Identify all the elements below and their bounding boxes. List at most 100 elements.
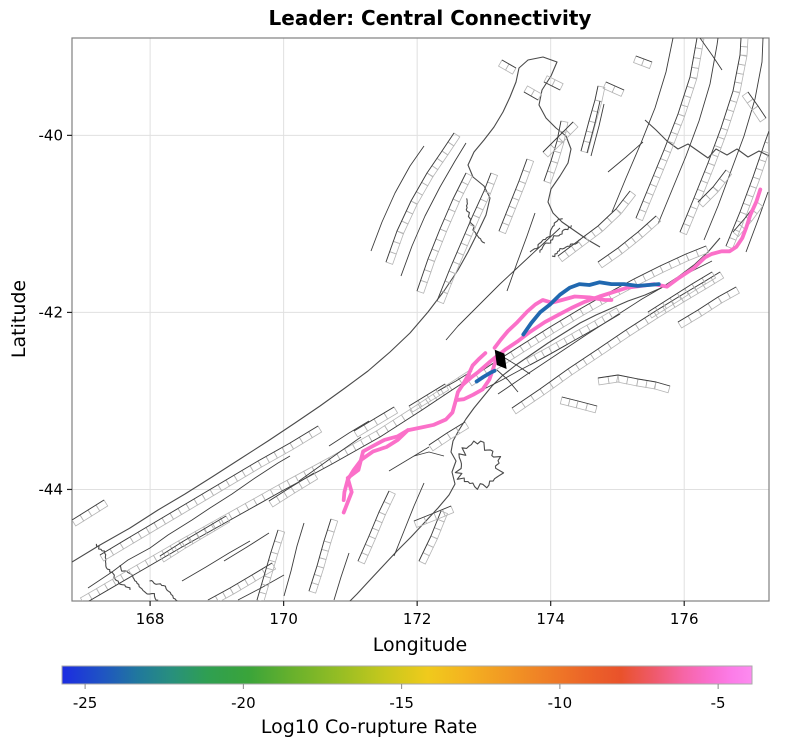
coastline: [644, 119, 769, 159]
fault-ribbon: [580, 85, 606, 154]
fault-trace: [159, 515, 227, 557]
coastline: [465, 198, 486, 244]
fault-trace: [501, 59, 517, 69]
fault-trace: [385, 132, 455, 263]
fault-ribbon: [511, 271, 725, 415]
grid: [72, 38, 769, 601]
fault-ribbon: [633, 55, 653, 70]
x-tick-label: 176: [670, 610, 699, 628]
fault-ribbon: [436, 172, 499, 305]
fault-ribbon: [418, 510, 449, 565]
y-axis-label: Latitude: [8, 280, 30, 358]
fault-ribbon: [416, 172, 473, 294]
fault-trace: [467, 245, 707, 381]
fault-trace: [561, 396, 598, 407]
coastline: [119, 564, 159, 601]
fault-trace: [308, 518, 332, 592]
fault-trace: [353, 406, 395, 432]
fault-trace: [611, 38, 674, 213]
fault-trace: [436, 172, 492, 302]
fault-ribbon-cell: [740, 38, 749, 48]
fault-trace: [328, 420, 370, 447]
fault-ribbon: [597, 215, 662, 269]
fault-ribbon-cell: [617, 242, 630, 255]
fault-trace: [428, 421, 466, 446]
fault-trace: [268, 472, 315, 502]
fault-trace: [607, 141, 644, 173]
corupture-high-rate-southwest-spur: [341, 428, 410, 502]
y-tick-label: -40: [39, 126, 64, 144]
fault-trace: [506, 212, 536, 292]
coastline: [95, 543, 131, 591]
fault-ribbon: [602, 81, 625, 97]
fault-ribbon: [557, 190, 637, 263]
fault-ribbon: [256, 529, 286, 601]
page-title: Leader: Central Connectivity: [269, 6, 592, 30]
x-tick-label: 170: [269, 610, 298, 628]
x-tick-label: 172: [403, 610, 432, 628]
fault-ribbon: [597, 374, 671, 394]
fault-ribbon-cell: [624, 236, 637, 249]
fault-ribbon-cell: [590, 225, 603, 238]
coastline: [349, 237, 721, 601]
colorbar-tick-label: -15: [389, 694, 414, 712]
plot-area-border: [71, 37, 770, 602]
corupture-low-rate-short-trace: [474, 368, 497, 384]
fault-ribbon: [542, 121, 579, 158]
fault-trace: [370, 145, 425, 252]
fault-trace: [99, 425, 319, 556]
fault-trace: [657, 38, 719, 225]
fault-trace: [635, 55, 653, 63]
y-tick-label: -42: [39, 303, 64, 321]
fault-trace: [283, 522, 305, 597]
fault-trace: [725, 130, 769, 247]
fault-trace: [504, 357, 531, 375]
fault-trace: [697, 169, 727, 203]
fault-trace: [590, 103, 605, 157]
x-tick-label: 174: [536, 610, 565, 628]
fault-ribbon: [498, 158, 535, 235]
fault-trace: [498, 158, 528, 232]
fault-ribbon: [679, 38, 749, 236]
fault-trace: [679, 38, 742, 233]
fault-trace: [542, 121, 574, 153]
fault-trace: [647, 271, 713, 313]
fault-ribbon: [523, 85, 543, 101]
fault-ribbon: [79, 370, 473, 601]
coastline: [149, 580, 179, 601]
fault-ribbon-cell: [564, 245, 577, 258]
colorbar-tick-label: -10: [548, 694, 573, 712]
fault-ribbon-cell: [739, 46, 748, 56]
fault-ribbon: [526, 307, 621, 366]
colorbar: -25 -20 -15 -10 -5 Log10 Co-rupture Rate: [61, 665, 753, 738]
colorbar-bar: [61, 665, 753, 685]
coastline: [454, 440, 505, 490]
fault-ribbon: [497, 59, 517, 75]
colorbar-ticks: -25 -20 -15 -10 -5: [73, 684, 726, 712]
colorbar-tick-label: -20: [231, 694, 256, 712]
fault-trace: [408, 383, 446, 407]
fault-ribbon-cell: [577, 235, 590, 248]
fault-trace: [597, 374, 671, 387]
fault-trace: [496, 369, 519, 393]
map-content: [72, 38, 769, 601]
colorbar-tick-label: -5: [711, 694, 726, 712]
fault-ribbon: [413, 505, 455, 529]
fault-trace: [413, 505, 452, 522]
fault-ribbon: [385, 132, 461, 265]
fault-ribbon: [99, 425, 323, 562]
fault-trace: [357, 490, 390, 562]
colorbar-tick-label: -25: [73, 694, 98, 712]
fault-trace: [298, 436, 362, 482]
fault-trace: [605, 81, 625, 91]
fault-trace: [72, 499, 105, 521]
corupture-high-rate-trunk: [341, 187, 763, 515]
fault-ribbon: [357, 490, 396, 565]
fault-trace: [699, 38, 723, 71]
fault-ribbon: [741, 91, 767, 123]
fault-trace: [543, 81, 561, 91]
fault-trace: [586, 100, 601, 154]
fault-ribbon-cell: [557, 250, 570, 263]
x-axis-label: Longitude: [373, 634, 468, 656]
